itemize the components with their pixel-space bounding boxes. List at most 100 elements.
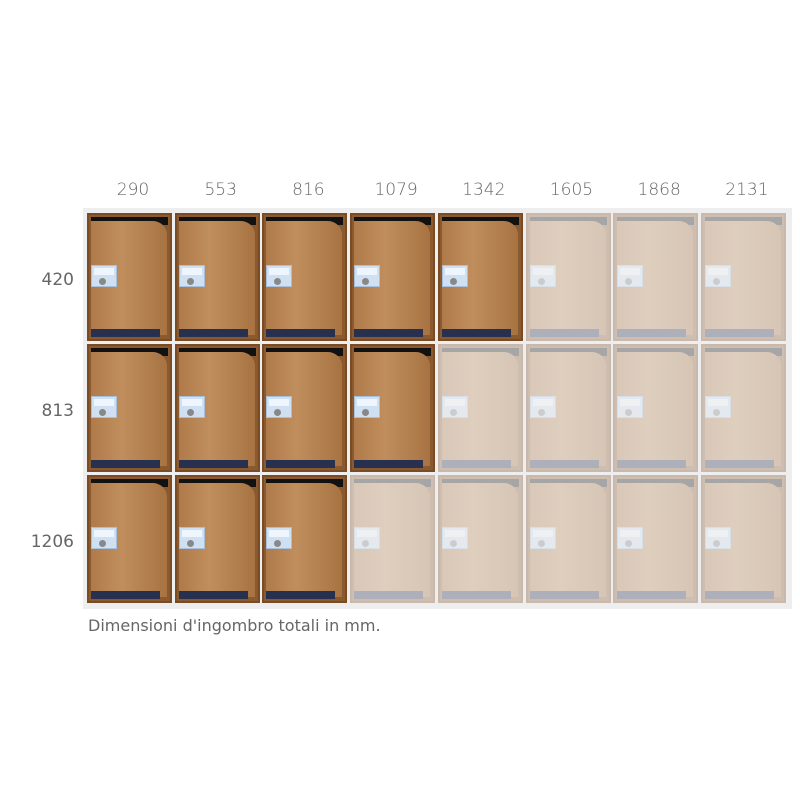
base-shadow (617, 591, 687, 599)
nameplate-lock-icon (617, 265, 644, 287)
lock-icon (362, 409, 370, 416)
base-shadow (266, 329, 336, 337)
mailbox-cell-inactive (525, 344, 611, 472)
row-label: 813 (41, 401, 74, 421)
caption: Dimensioni d'ingombro totali in mm. (88, 616, 381, 635)
base-shadow (704, 591, 774, 599)
nameplate-lock-icon (617, 396, 644, 418)
mailbox-door (354, 483, 431, 597)
nameplate-lock-icon (704, 396, 731, 418)
column-label: 1079 (374, 180, 418, 200)
slot-opening (704, 479, 782, 487)
nameplate-lock-icon (178, 527, 205, 549)
slot-opening (617, 479, 695, 487)
nameplate-lock-icon (266, 527, 293, 549)
mailbox-cell-inactive (350, 475, 436, 603)
lock-icon (274, 278, 282, 285)
lock-icon (625, 540, 633, 547)
base-shadow (91, 329, 160, 337)
mailbox-door (529, 221, 606, 335)
nameplate-lock-icon (617, 527, 644, 549)
slot-opening (441, 348, 519, 356)
slot-opening (441, 479, 519, 487)
lock-icon (186, 409, 194, 416)
mailbox-cell-inactive (613, 213, 699, 341)
base-shadow (617, 329, 687, 337)
nameplate-lock-icon (354, 396, 381, 418)
mailbox-cell-inactive (437, 344, 523, 472)
mailbox-door (617, 221, 694, 335)
mailbox-cell (262, 213, 348, 341)
slot-opening (354, 479, 432, 487)
mailbox-door (529, 352, 606, 466)
lock-icon (712, 278, 720, 285)
nameplate-lock-icon (441, 396, 468, 418)
nameplate-lock-icon (266, 265, 293, 287)
lock-icon (274, 540, 282, 547)
lock-icon (625, 278, 633, 285)
mailbox-door (704, 483, 781, 597)
nameplate-lock-icon (529, 396, 556, 418)
mailbox-cell-inactive (437, 475, 523, 603)
base-shadow (441, 329, 511, 337)
mailbox-cell (350, 344, 436, 472)
nameplate-lock-icon (91, 527, 117, 549)
base-shadow (178, 591, 248, 599)
mailbox-cell (87, 475, 172, 603)
mailbox-door (441, 352, 518, 466)
column-label: 2131 (725, 180, 769, 200)
base-shadow (266, 460, 336, 468)
nameplate-lock-icon (704, 265, 731, 287)
mailbox-cell (437, 213, 523, 341)
mailbox-cell (174, 213, 260, 341)
nameplate-lock-icon (354, 527, 381, 549)
base-shadow (91, 591, 160, 599)
lock-icon (712, 540, 720, 547)
base-shadow (91, 460, 160, 468)
mailbox-door (704, 221, 781, 335)
nameplate-lock-icon (441, 527, 468, 549)
mailbox-door (529, 483, 606, 597)
lock-icon (537, 409, 545, 416)
base-shadow (529, 460, 599, 468)
nameplate-lock-icon (178, 396, 205, 418)
lock-icon (362, 540, 370, 547)
slot-opening (617, 217, 695, 225)
column-label: 1868 (637, 180, 681, 200)
base-shadow (617, 460, 687, 468)
mailbox-cell (174, 344, 260, 472)
mailbox-cell-inactive (700, 344, 786, 472)
mailbox-cell (262, 344, 348, 472)
mailbox-cell (350, 213, 436, 341)
mailbox-cell (174, 475, 260, 603)
column-label: 1342 (462, 180, 506, 200)
lock-icon (449, 409, 457, 416)
mailbox-cell-inactive (700, 213, 786, 341)
base-shadow (529, 591, 599, 599)
base-shadow (441, 591, 511, 599)
slot-opening (704, 348, 782, 356)
nameplate-lock-icon (91, 265, 117, 287)
lock-icon (449, 540, 457, 547)
base-shadow (266, 591, 336, 599)
lock-icon (186, 540, 194, 547)
mailbox-door (617, 483, 694, 597)
slot-opening (529, 217, 607, 225)
slot-opening (529, 348, 607, 356)
column-label: 816 (292, 180, 325, 200)
mailbox-door (617, 352, 694, 466)
mailbox-cell (87, 213, 172, 341)
mailbox-cell (87, 344, 172, 472)
base-shadow (178, 329, 248, 337)
base-shadow (354, 460, 424, 468)
lock-icon (274, 409, 282, 416)
base-shadow (441, 460, 511, 468)
column-label: 553 (204, 180, 237, 200)
base-shadow (704, 329, 774, 337)
nameplate-lock-icon (266, 396, 293, 418)
nameplate-lock-icon (354, 265, 381, 287)
mailbox-cell-inactive (525, 475, 611, 603)
lock-icon (99, 409, 106, 416)
nameplate-lock-icon (529, 527, 556, 549)
base-shadow (178, 460, 248, 468)
